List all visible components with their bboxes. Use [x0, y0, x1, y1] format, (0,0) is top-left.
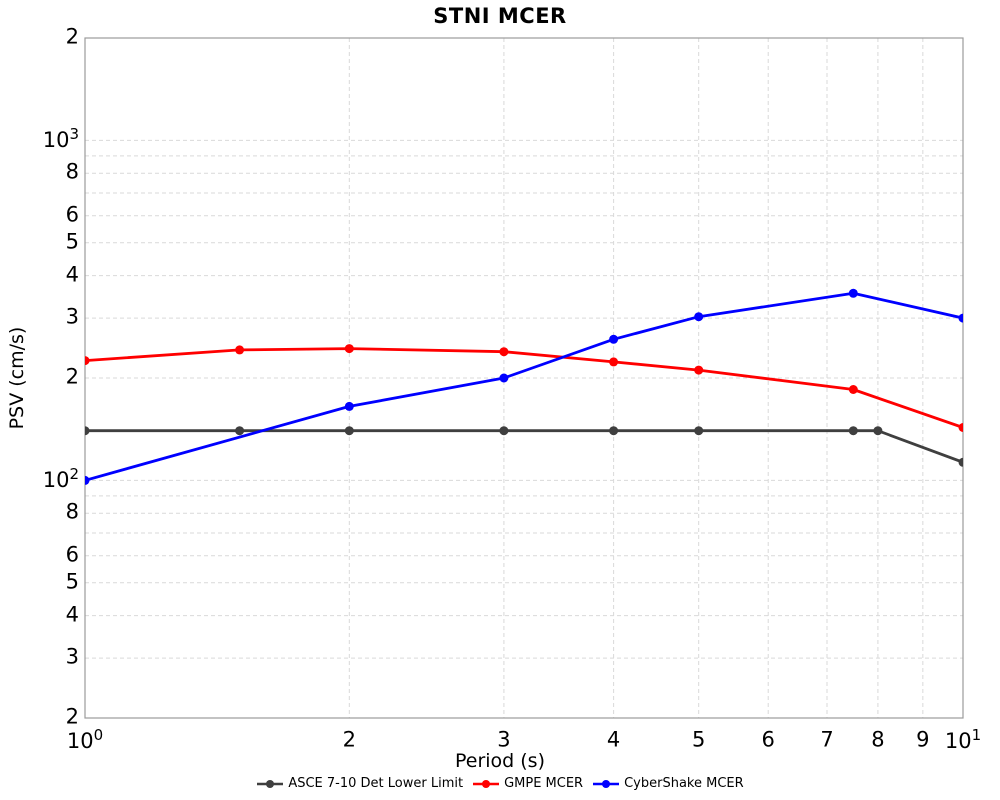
y-tick-label: 5: [65, 569, 79, 594]
series-marker: [694, 312, 704, 322]
series-marker: [344, 426, 354, 436]
chart-title: STNI MCER: [433, 4, 567, 28]
y-tick-label: 4: [65, 262, 79, 287]
series-marker: [85, 475, 90, 485]
series-marker: [609, 357, 619, 367]
y-tick-label: 103: [42, 125, 79, 153]
series-marker: [873, 426, 883, 436]
series-marker: [344, 401, 354, 411]
tick-exponent: 3: [69, 125, 79, 144]
series-marker: [499, 347, 509, 357]
y-tick-label: 2: [65, 704, 79, 729]
y-tick-label: 5: [65, 229, 79, 254]
plot-border: [84, 37, 964, 719]
x-tick-label: 7: [820, 727, 834, 752]
legend-label: GMPE MCER: [504, 776, 584, 791]
series-marker: [694, 365, 704, 375]
series-line-0: [85, 429, 963, 464]
series-marker: [848, 426, 858, 436]
series-marker: [85, 426, 90, 436]
y-tick-label: 8: [65, 159, 79, 184]
x-axis-label: Period (s): [454, 750, 545, 772]
series-marker: [499, 426, 509, 436]
y-tick-label: 4: [65, 602, 79, 627]
legend-label: CyberShake MCER: [624, 776, 744, 791]
legend-marker-icon: [257, 779, 284, 788]
y-tick-label: 2: [65, 364, 79, 389]
y-tick-label: 3: [65, 644, 79, 669]
series-line-1: [85, 347, 963, 429]
x-tick-label: 2: [342, 727, 356, 752]
x-tick-label: 3: [497, 727, 511, 752]
y-tick-label: 102: [42, 465, 79, 493]
series-marker: [958, 313, 963, 323]
series-marker: [848, 288, 858, 298]
gridlines: [85, 38, 963, 718]
legend-marker-icon: [593, 779, 620, 788]
x-tick-label: 101: [944, 726, 982, 753]
x-tick-label: 6: [761, 727, 775, 752]
y-tick-label: 6: [65, 542, 79, 567]
legend: ASCE 7-10 Det Lower Limit GMPE MCER CyberS…: [0, 776, 1000, 791]
y-tick-label: 6: [65, 202, 79, 227]
x-tick-label: 4: [606, 727, 621, 752]
series-marker: [499, 373, 509, 383]
series-marker: [958, 457, 963, 467]
series-marker: [848, 385, 858, 394]
x-tick-label: 5: [692, 727, 706, 752]
series-marker: [344, 344, 354, 354]
x-tick-label: 9: [916, 727, 930, 752]
legend-marker-icon: [473, 779, 500, 788]
y-tick-label: 3: [65, 304, 79, 329]
series-marker: [85, 356, 90, 366]
series-marker: [609, 426, 619, 436]
legend-item-1: GMPE MCER: [472, 776, 583, 791]
legend-item-0: ASCE 7-10 Det Lower Limit: [256, 776, 463, 791]
x-tick-label: 8: [871, 727, 885, 752]
tick-exponent: 0: [93, 726, 104, 744]
y-tick-label: 2: [65, 24, 79, 49]
series-marker: [958, 423, 963, 432]
legend-label: ASCE 7-10 Det Lower Limit: [288, 776, 464, 791]
x-tick-label: 100: [66, 726, 104, 753]
tick-exponent: 2: [69, 465, 79, 484]
series-marker: [694, 426, 704, 436]
series-marker: [609, 334, 619, 344]
series-marker: [235, 426, 245, 436]
legend-item-2: CyberShake MCER: [592, 776, 744, 791]
tick-exponent: 1: [971, 726, 982, 744]
series-marker: [235, 345, 245, 355]
y-tick-label: 8: [65, 499, 79, 524]
